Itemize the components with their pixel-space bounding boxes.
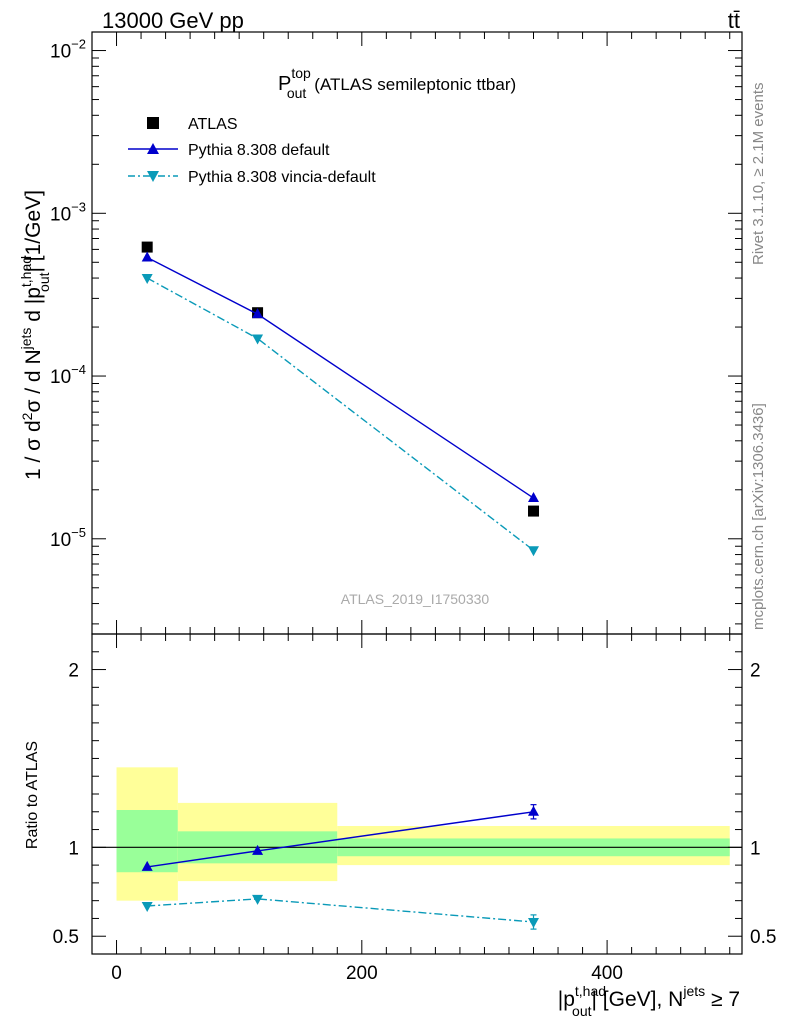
mcplots-source-label: mcplots.cern.ch [arXiv:1306.3436]	[750, 403, 767, 630]
main-series-point-1	[252, 308, 264, 319]
legend-default-marker	[147, 143, 159, 154]
ratio-y-axis-label: Ratio to ATLAS	[24, 741, 41, 849]
x-tick-label: 0	[111, 963, 122, 984]
main-y-axis-label: 1 / σ d2σ / d Njets d |pt,had out| [1/GeV…	[18, 190, 52, 480]
ratio-bands-layer	[116, 767, 730, 901]
plot-title: Ptop out (ATLAS semileptonic ttbar)	[278, 65, 516, 101]
ratio-y-tick-label: 2	[68, 661, 79, 682]
main-series-point-2	[252, 334, 264, 345]
main-series-point-0	[528, 505, 540, 517]
x-ticks	[116, 32, 731, 954]
ratio-y-tick-label-right: 2	[750, 661, 761, 682]
ratio-series-point-1	[252, 894, 264, 905]
main-series-point-1	[528, 492, 540, 503]
main-y-tick-label: 10−3	[50, 199, 86, 225]
main-y-tick-label: 10−5	[50, 525, 86, 551]
x-tick-label: 200	[346, 963, 378, 984]
ratio-series-line-1	[147, 898, 534, 923]
main-y-tick-label: 10−4	[50, 362, 86, 388]
ratio-series-layer	[141, 804, 540, 930]
legend-atlas-label: ATLAS	[188, 116, 238, 133]
main-series-point-0	[141, 241, 153, 253]
ratio-panel-frame	[91, 633, 743, 955]
main-series-layer	[141, 241, 540, 557]
main-series-point-2	[141, 274, 153, 285]
main-series-line-2	[146, 277, 534, 551]
ratio-y-tick-label-right: 1	[750, 838, 761, 859]
ratio-series-point-1	[141, 902, 153, 912]
process-label: tt̄	[728, 8, 740, 33]
energy-label: 13000 GeV pp	[102, 8, 244, 33]
legend-default-label: Pythia 8.308 default	[188, 142, 330, 159]
main-series-point-2	[528, 546, 540, 557]
ratio-series-point-0	[141, 860, 153, 871]
ratio-series-point-1	[528, 918, 540, 928]
ratio-series-point-0	[252, 844, 264, 855]
main-y-tick-label: 10−2	[50, 37, 86, 63]
main-y-tick-labels: 10−2 10−3 10−4 10−5	[50, 37, 86, 551]
legend-vincia-marker	[147, 171, 159, 182]
ratio-y-tick-label: 0.5	[53, 927, 79, 948]
x-tick-labels: 0 200 400	[111, 963, 623, 984]
legend-atlas-marker	[147, 117, 159, 129]
legend: ATLAS Pythia 8.308 default Pythia 8.308 …	[128, 116, 376, 186]
legend-vincia-label: Pythia 8.308 vincia-default	[188, 169, 376, 186]
x-axis-label: |pt,had out| [GeV], Njets ≥ 7	[558, 983, 740, 1019]
analysis-id-label: ATLAS_2019_I1750330	[341, 591, 490, 607]
main-y-ticks	[92, 50, 742, 625]
ratio-y-tick-label-right: 0.5	[750, 927, 776, 948]
main-series-point-1	[141, 251, 153, 262]
ratio-series-point-0	[528, 805, 540, 816]
ratio-y-tick-label: 1	[68, 838, 79, 859]
x-tick-label: 400	[591, 963, 623, 984]
ratio-y-tick-labels: 0.5 0.5 1 1 2 2	[53, 661, 777, 949]
rivet-version-label: Rivet 3.1.10, ≥ 2.1M events	[750, 83, 767, 266]
ratio-y-ticks	[92, 633, 742, 937]
main-series-line-1	[146, 256, 534, 499]
